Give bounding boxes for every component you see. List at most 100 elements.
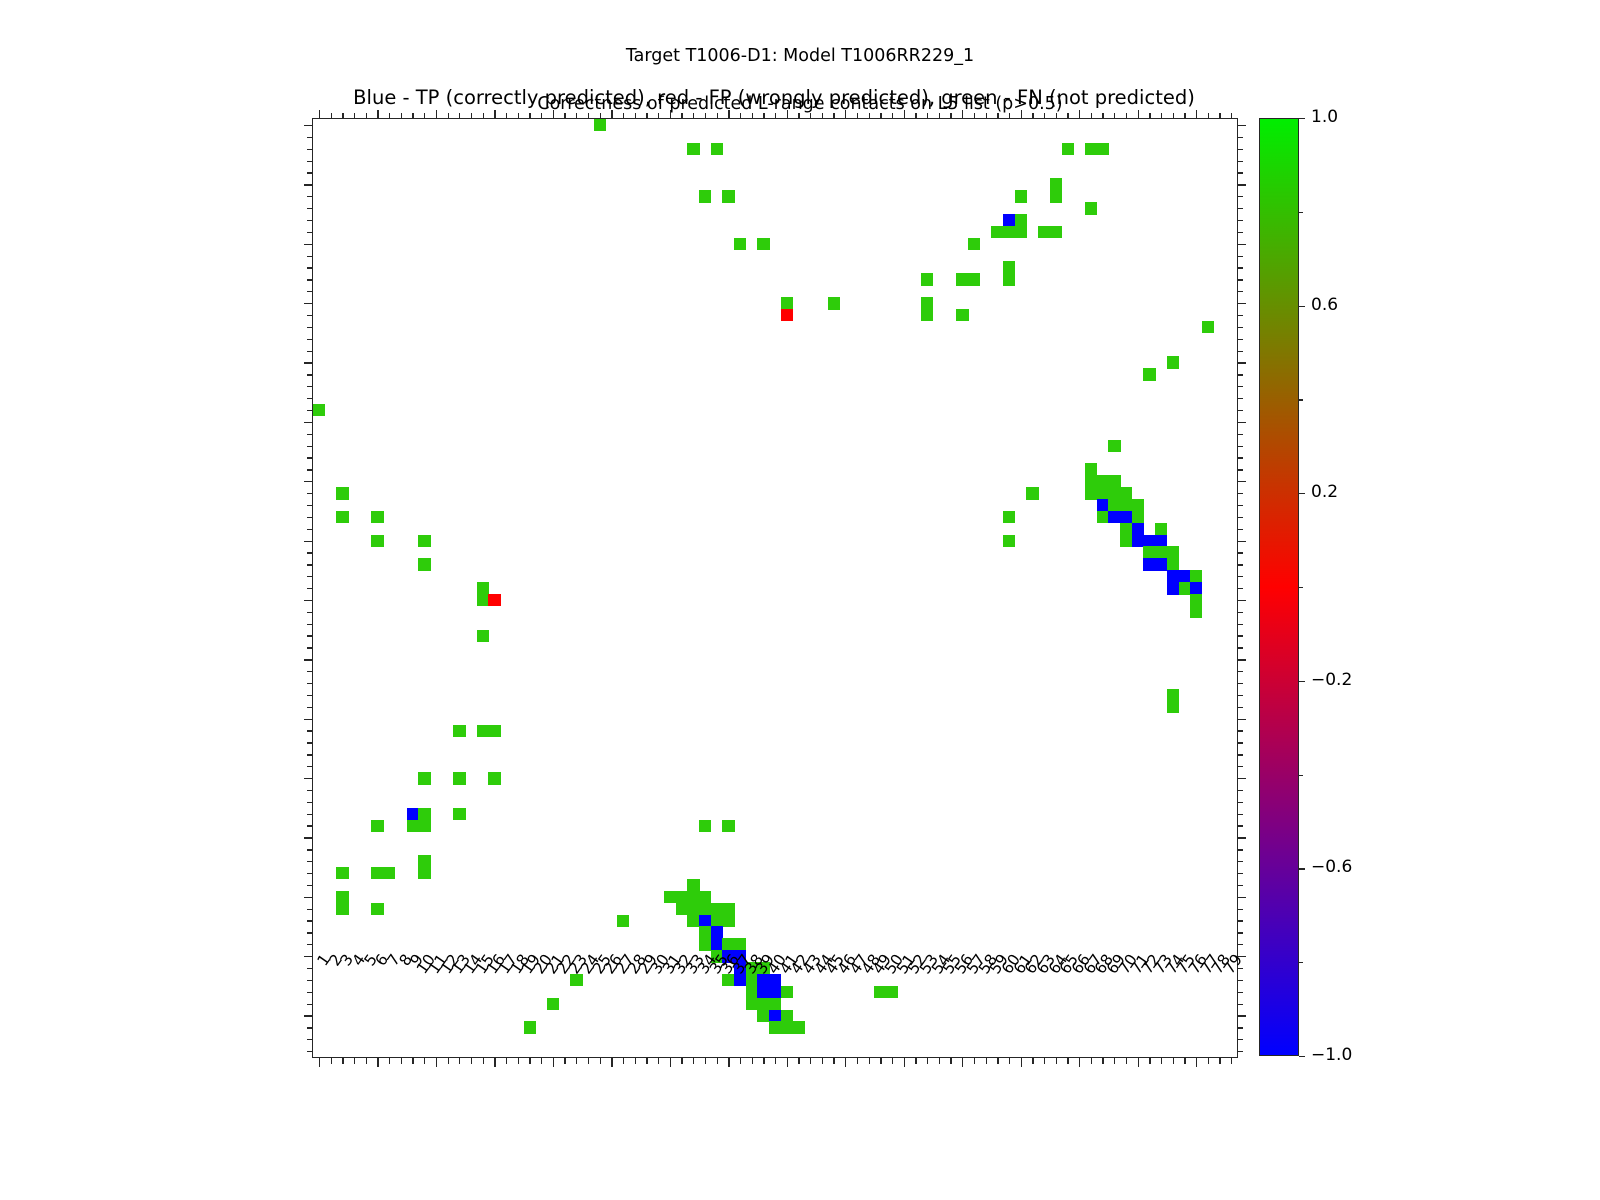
y-tick-right [1237, 552, 1243, 554]
heatmap-cell [687, 914, 700, 927]
heatmap-cell [488, 724, 501, 737]
heatmap-cell [1108, 498, 1121, 512]
y-tick-right [1237, 694, 1243, 697]
heatmap-cell [336, 510, 349, 524]
heatmap-cell [1166, 688, 1180, 702]
x-tick-top [856, 113, 859, 119]
x-tick-top [962, 110, 964, 119]
x-tick-top [400, 113, 403, 119]
x-tick [1196, 1058, 1198, 1067]
colorbar-tick-label: −0.2 [1311, 669, 1353, 690]
x-tick-top [470, 113, 473, 119]
x-tick [599, 1058, 601, 1064]
y-tick-right [1237, 766, 1243, 768]
y-tick [307, 766, 313, 768]
x-tick [1231, 1058, 1233, 1064]
heatmap-cell [921, 273, 934, 286]
heatmap-cell [769, 997, 782, 1011]
y-tick [307, 576, 313, 578]
x-tick [412, 1058, 414, 1064]
heatmap-cell [476, 593, 490, 607]
heatmap-cell [1120, 498, 1133, 512]
heatmap-cell [780, 297, 794, 310]
x-tick [1032, 1058, 1034, 1064]
y-tick-right [1237, 279, 1243, 281]
heatmap-cell [1096, 142, 1109, 156]
x-tick-top [891, 113, 894, 119]
x-tick-top [646, 113, 648, 119]
heatmap-cell [1190, 570, 1203, 583]
heatmap-cell [418, 534, 431, 548]
x-tick-top [587, 113, 590, 119]
x-tick [646, 1058, 648, 1064]
heatmap-cell [1190, 582, 1203, 595]
y-tick-right [1237, 718, 1246, 720]
x-tick [891, 1058, 894, 1064]
heatmap-cell [1108, 487, 1121, 500]
x-tick [1219, 1058, 1221, 1064]
y-tick [307, 172, 313, 174]
x-tick [1160, 1058, 1163, 1064]
heatmap-cell [734, 237, 747, 251]
y-tick-right [1237, 635, 1243, 637]
y-tick-right [1237, 671, 1243, 673]
y-tick-right [1237, 742, 1243, 744]
colorbar-tick [1299, 868, 1305, 870]
heatmap-cell [476, 629, 490, 643]
x-tick-top [786, 110, 788, 119]
heatmap-cell [967, 237, 981, 251]
axes-title: Blue - TP (correctly predicted), red - F… [353, 86, 1195, 109]
heatmap-cell [710, 938, 723, 951]
x-tick [1114, 1058, 1116, 1064]
heatmap-cell [698, 190, 712, 203]
heatmap-cell [769, 1009, 782, 1022]
heatmap-cell [1143, 368, 1156, 381]
y-tick [304, 896, 313, 898]
x-tick-top [1102, 113, 1104, 119]
y-tick-right [1237, 564, 1243, 566]
x-tick [564, 1058, 566, 1064]
x-tick [775, 1058, 777, 1064]
heatmap-cell [921, 297, 934, 310]
heatmap-cell [418, 558, 431, 571]
y-tick [307, 326, 313, 329]
x-tick-top [564, 113, 566, 119]
y-tick [307, 398, 313, 400]
y-tick [307, 647, 313, 649]
x-tick [377, 1058, 379, 1067]
colorbar-minor-tick [1299, 211, 1303, 214]
x-tick-top [798, 113, 800, 119]
heatmap-cell [827, 297, 840, 310]
y-tick [304, 540, 313, 542]
x-tick-top [658, 113, 660, 119]
heatmap-cell [371, 534, 384, 548]
x-tick [658, 1058, 660, 1064]
x-tick [973, 1058, 976, 1064]
y-tick [304, 421, 313, 424]
y-tick-right [1237, 777, 1246, 780]
y-tick-right [1237, 1051, 1243, 1053]
y-tick-right [1237, 457, 1243, 459]
x-tick-top [435, 110, 438, 119]
heatmap-cell [710, 914, 723, 927]
x-tick [856, 1058, 859, 1064]
x-tick-top [751, 113, 753, 119]
y-tick-right [1237, 1015, 1246, 1017]
x-tick [435, 1058, 438, 1067]
x-tick [447, 1058, 449, 1064]
y-tick-right [1237, 706, 1243, 709]
heatmap-cell [1084, 142, 1098, 156]
heatmap-cell [1003, 261, 1016, 274]
x-tick-top [482, 113, 484, 119]
heatmap-cell [722, 938, 735, 951]
heatmap-cell [698, 890, 712, 904]
x-tick [342, 1058, 344, 1064]
x-tick [1008, 1058, 1011, 1064]
y-tick-right [1237, 813, 1243, 815]
heatmap-cell [1131, 510, 1144, 524]
heatmap-cell [336, 867, 349, 880]
x-tick-top [318, 110, 321, 119]
y-tick [307, 611, 313, 614]
x-tick-top [622, 113, 625, 119]
x-tick-top [1079, 110, 1081, 119]
